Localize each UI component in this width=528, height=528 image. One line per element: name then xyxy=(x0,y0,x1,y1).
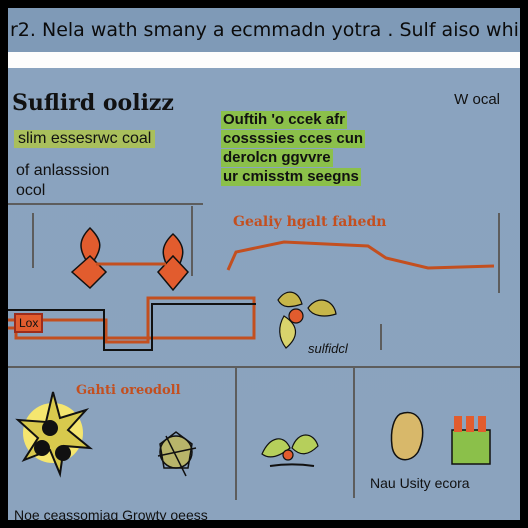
vertical-line xyxy=(235,366,237,500)
line-graph xyxy=(226,240,495,271)
diamond-icon xyxy=(70,254,108,290)
legend-line-1: slim essesrwc coal xyxy=(14,130,156,148)
sub-label: sulfidcl xyxy=(308,341,348,356)
diamond-icon xyxy=(156,254,190,292)
bottom-left-label: Noe ceassomiag Growty oeess xyxy=(14,507,208,520)
vertical-line xyxy=(498,213,500,293)
callout-line-1: Ouftih 'o ccek afr xyxy=(221,111,347,129)
divider-line xyxy=(8,366,520,368)
legend-line-3: ocol xyxy=(16,182,46,199)
main-title: Suflird oolizz xyxy=(12,90,174,116)
bin-icon xyxy=(451,416,491,465)
leaf-icon xyxy=(261,434,319,467)
vertical-line xyxy=(191,206,193,276)
header-title: r2. Nela wath smany a ecmmadn yotra . Su… xyxy=(8,8,520,52)
callout-line-4: ur cmisstm seegns xyxy=(221,168,361,186)
divider-line xyxy=(8,203,203,205)
vertical-line xyxy=(353,368,355,498)
bracket-line xyxy=(8,303,256,351)
poster-frame: r2. Nela wath smany a ecmmadn yotra . Su… xyxy=(8,8,520,520)
header-separator xyxy=(8,52,520,68)
spiky-star-icon xyxy=(15,391,94,478)
callout-line-2: cossssies cces cun xyxy=(221,130,366,148)
chart-title: Gealiy hgalt fahedn xyxy=(233,214,387,230)
legend-block: slim essesrwc coal of anlasssion ocol xyxy=(8,126,188,210)
red-box-label: Lox xyxy=(14,313,44,333)
legend-line-2: of anlasssion xyxy=(16,162,110,179)
plant-icon xyxy=(277,291,337,349)
vertical-line xyxy=(32,213,34,268)
process-diagram xyxy=(8,226,495,478)
callout-box: Ouftih 'o ccek afr cossssies cces cun de… xyxy=(221,111,387,201)
bottom-right-label: Nau Usity ecora xyxy=(370,475,470,491)
crystal-cluster-icon xyxy=(157,431,197,477)
vertical-line xyxy=(380,324,382,350)
bottom-section-title: Gahti oreodoll xyxy=(76,383,181,398)
callout-line-3: derolcn ggvvre xyxy=(221,149,333,167)
shield-icon xyxy=(390,411,424,461)
top-right-label: W ocal xyxy=(454,91,500,108)
step-line xyxy=(8,296,256,344)
